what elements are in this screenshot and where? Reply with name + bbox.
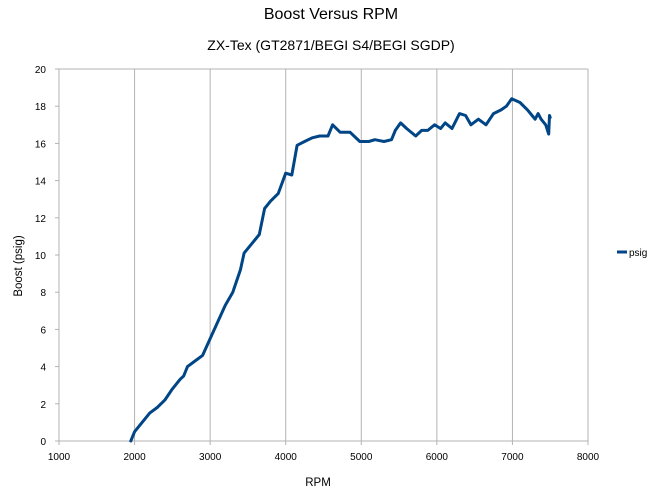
y-tick-label: 2 [40,400,46,411]
axes: 1000 2000 3000 4000 5000 6000 7000 8000 0 2 4 6 8 10 1… [35,65,600,463]
x-tick-label: 4000 [275,452,298,463]
legend: psig [617,248,647,259]
y-tick-label: 20 [35,65,47,76]
y-axis-label: Boost (psig) [13,235,25,297]
x-tick-label: 3000 [199,452,222,463]
x-tick-label: 6000 [426,452,449,463]
y-tick-label: 18 [35,102,47,113]
axis-labels: RPM Boost (psig) [13,235,331,489]
legend-label: psig [629,248,647,259]
y-tick-label: 4 [40,363,46,374]
y-tick-label: 16 [35,139,47,150]
x-tick-label: 8000 [577,452,600,463]
y-tick-label: 10 [35,251,47,262]
x-tick-label: 2000 [123,452,146,463]
y-tick-label: 14 [35,177,47,188]
series-line-psig [129,97,552,443]
y-tick-label: 6 [40,325,46,336]
x-tick-label: 7000 [501,452,524,463]
x-axis-label: RPM [305,477,331,489]
y-tick-label: 12 [35,214,47,225]
x-tick-label: 1000 [48,452,71,463]
y-tick-label: 0 [40,437,46,448]
chart-title: Boost Versus RPM [263,6,399,23]
grid [58,69,589,441]
y-tick-label: 8 [40,288,46,299]
series-layer [129,97,552,443]
x-tick-label: 5000 [350,452,373,463]
chart-subtitle: ZX-Tex (GT2871/BEGI S4/BEGI SGDP) [207,37,455,53]
